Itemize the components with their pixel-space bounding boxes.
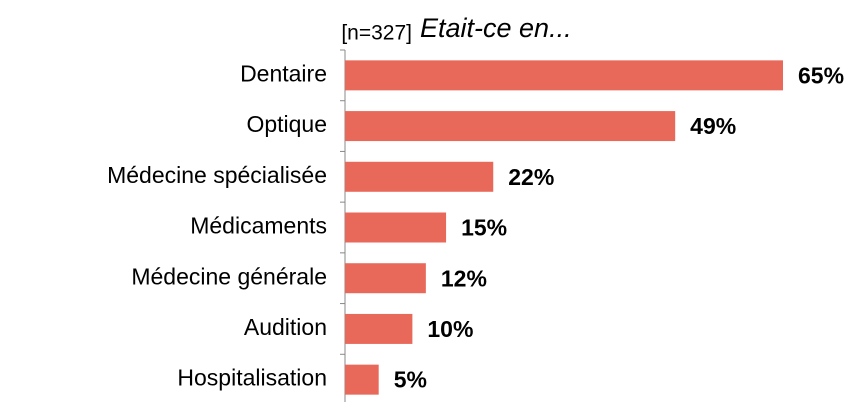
value-label: 10% xyxy=(427,316,473,342)
bar xyxy=(345,364,379,395)
category-label: Médicaments xyxy=(190,213,327,239)
value-label: 12% xyxy=(441,265,487,291)
category-label: Hospitalisation xyxy=(177,365,327,391)
category-label: Optique xyxy=(246,111,327,137)
category-label: Médecine spécialisée xyxy=(107,162,327,188)
bar xyxy=(345,263,426,294)
bar xyxy=(345,161,494,192)
bar xyxy=(345,313,413,344)
category-label: Audition xyxy=(244,314,327,340)
chart-subtitle: [n=327] xyxy=(341,22,412,45)
bar xyxy=(345,212,447,243)
value-label: 15% xyxy=(461,215,507,241)
category-label: Médecine générale xyxy=(131,263,327,289)
value-label: 65% xyxy=(798,62,844,88)
bar xyxy=(345,111,676,142)
value-label: 49% xyxy=(690,113,736,139)
bar xyxy=(345,60,783,91)
category-label: Dentaire xyxy=(240,60,327,86)
value-label: 5% xyxy=(394,367,427,393)
chart-title: Etait-ce en... xyxy=(420,13,572,43)
value-label: 22% xyxy=(508,164,554,190)
